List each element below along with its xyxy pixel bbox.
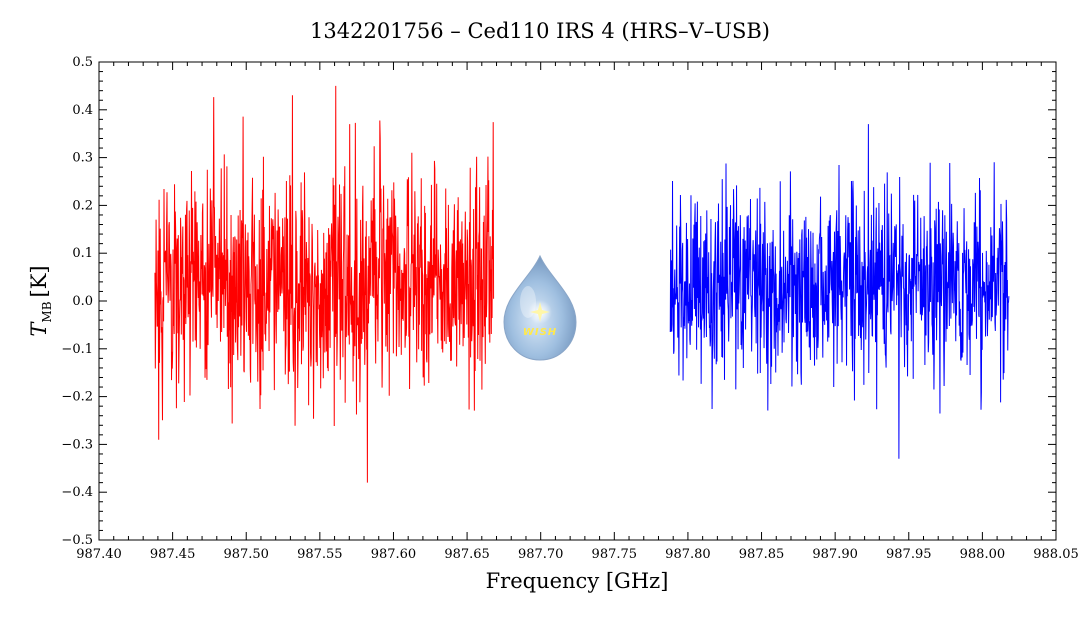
y-axis-label: TMB [K] (27, 265, 54, 336)
y-tick-label: −0.4 (61, 485, 93, 500)
svg-text:TMB[K]: TMB [K] (27, 265, 54, 336)
wish-logo-text: WISH (523, 327, 557, 338)
x-tick-label: 987.55 (297, 547, 343, 562)
x-tick-label: 987.95 (886, 547, 932, 562)
series-blue-spectrum (669, 124, 1010, 459)
y-tick-label: 0.0 (72, 294, 93, 309)
x-tick-label: 987.40 (76, 547, 122, 562)
y-axis-label-main: T (27, 321, 51, 337)
chart-title: 1342201756 – Ced110 IRS 4 (HRS–V–USB) (310, 19, 770, 43)
y-tick-label: −0.5 (61, 533, 93, 548)
x-tick-label: 988.00 (960, 547, 1006, 562)
y-tick-label: 0.5 (72, 55, 93, 70)
y-tick-label: 0.3 (72, 151, 93, 166)
y-tick-label: −0.3 (61, 437, 93, 452)
x-tick-label: 987.65 (444, 547, 490, 562)
series-red-spectrum (154, 85, 495, 483)
y-tick-label: −0.1 (61, 342, 93, 357)
y-tick-label: 0.2 (72, 198, 93, 213)
x-tick-label: 987.85 (739, 547, 785, 562)
x-tick-label: 987.90 (812, 547, 858, 562)
y-tick-label: 0.1 (72, 246, 93, 261)
x-tick-label: 987.75 (592, 547, 638, 562)
x-tick-label: 987.80 (665, 547, 711, 562)
wish-logo: WISH (503, 254, 577, 361)
x-tick-label: 988.05 (1033, 547, 1079, 562)
y-axis-label-sub: MB (40, 301, 54, 322)
x-axis-label: Frequency [GHz] (486, 569, 669, 593)
x-tick-label: 987.60 (371, 547, 417, 562)
y-tick-label: 0.4 (72, 103, 93, 118)
x-tick-label: 987.50 (223, 547, 269, 562)
y-tick-label: −0.2 (61, 390, 93, 405)
x-tick-label: 987.70 (518, 547, 564, 562)
x-tick-label: 987.45 (150, 547, 196, 562)
y-axis-label-unit: [K] (27, 265, 51, 297)
